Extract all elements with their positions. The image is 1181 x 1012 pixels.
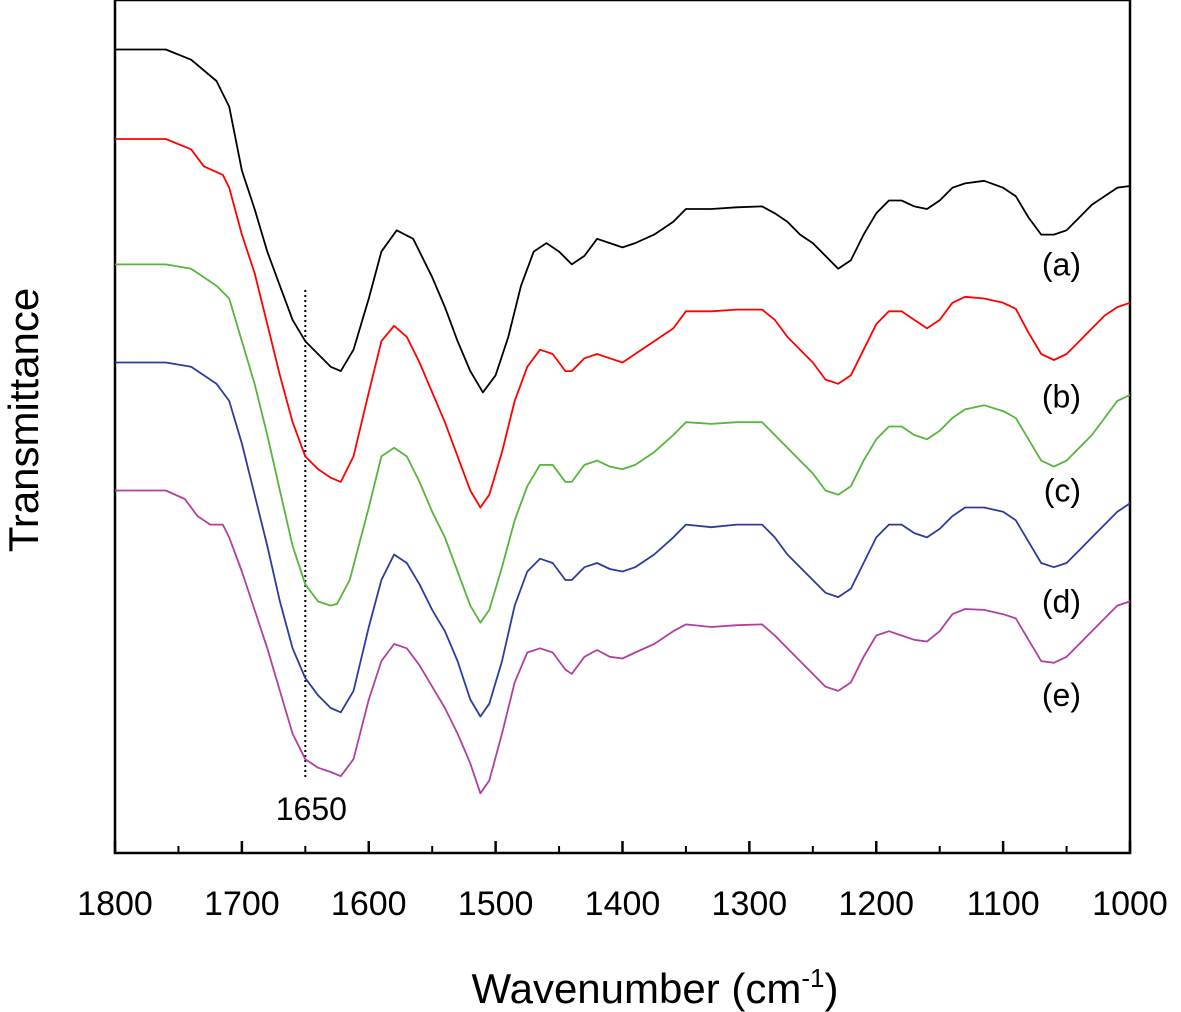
x-axis-ticks: 1800 1700 1600 1500 1400 1300 1200 1100 1000: [77, 841, 1168, 923]
x-tick-label: 1700: [204, 885, 280, 923]
x-tick-label: 1300: [712, 885, 788, 923]
x-tick-label: 1100: [967, 885, 1040, 923]
series-label-2: (c): [1044, 472, 1081, 508]
x-tick-label: 1800: [77, 885, 153, 923]
series-line-0: [115, 48, 1131, 394]
series-line-4: [115, 489, 1131, 795]
x-tick-label: 1200: [838, 885, 914, 923]
x-tick-label: 1600: [331, 885, 407, 923]
x-tick-label: 1500: [458, 885, 534, 923]
series-line-1: [115, 138, 1131, 509]
series-label-4: (e): [1042, 677, 1081, 713]
series-line-3: [115, 361, 1131, 718]
x-tick-label: 1000: [1092, 885, 1168, 923]
series-label-3: (d): [1042, 583, 1081, 619]
x-axis-title: Wavenumber (cm-1): [472, 963, 839, 1012]
annotation-label: 1650: [276, 791, 347, 827]
series-label-1: (b): [1042, 379, 1081, 415]
annotation-group: 1650: [276, 290, 347, 827]
x-tick-label: 1400: [585, 885, 661, 923]
plot-frame: [113, 0, 1132, 855]
series-labels: (a) (b) (c) (d) (e): [1042, 246, 1081, 713]
series-lines: [115, 48, 1131, 795]
series-line-2: [115, 263, 1131, 624]
series-label-0: (a): [1042, 246, 1081, 282]
y-axis-title: Transmittance: [0, 288, 47, 553]
